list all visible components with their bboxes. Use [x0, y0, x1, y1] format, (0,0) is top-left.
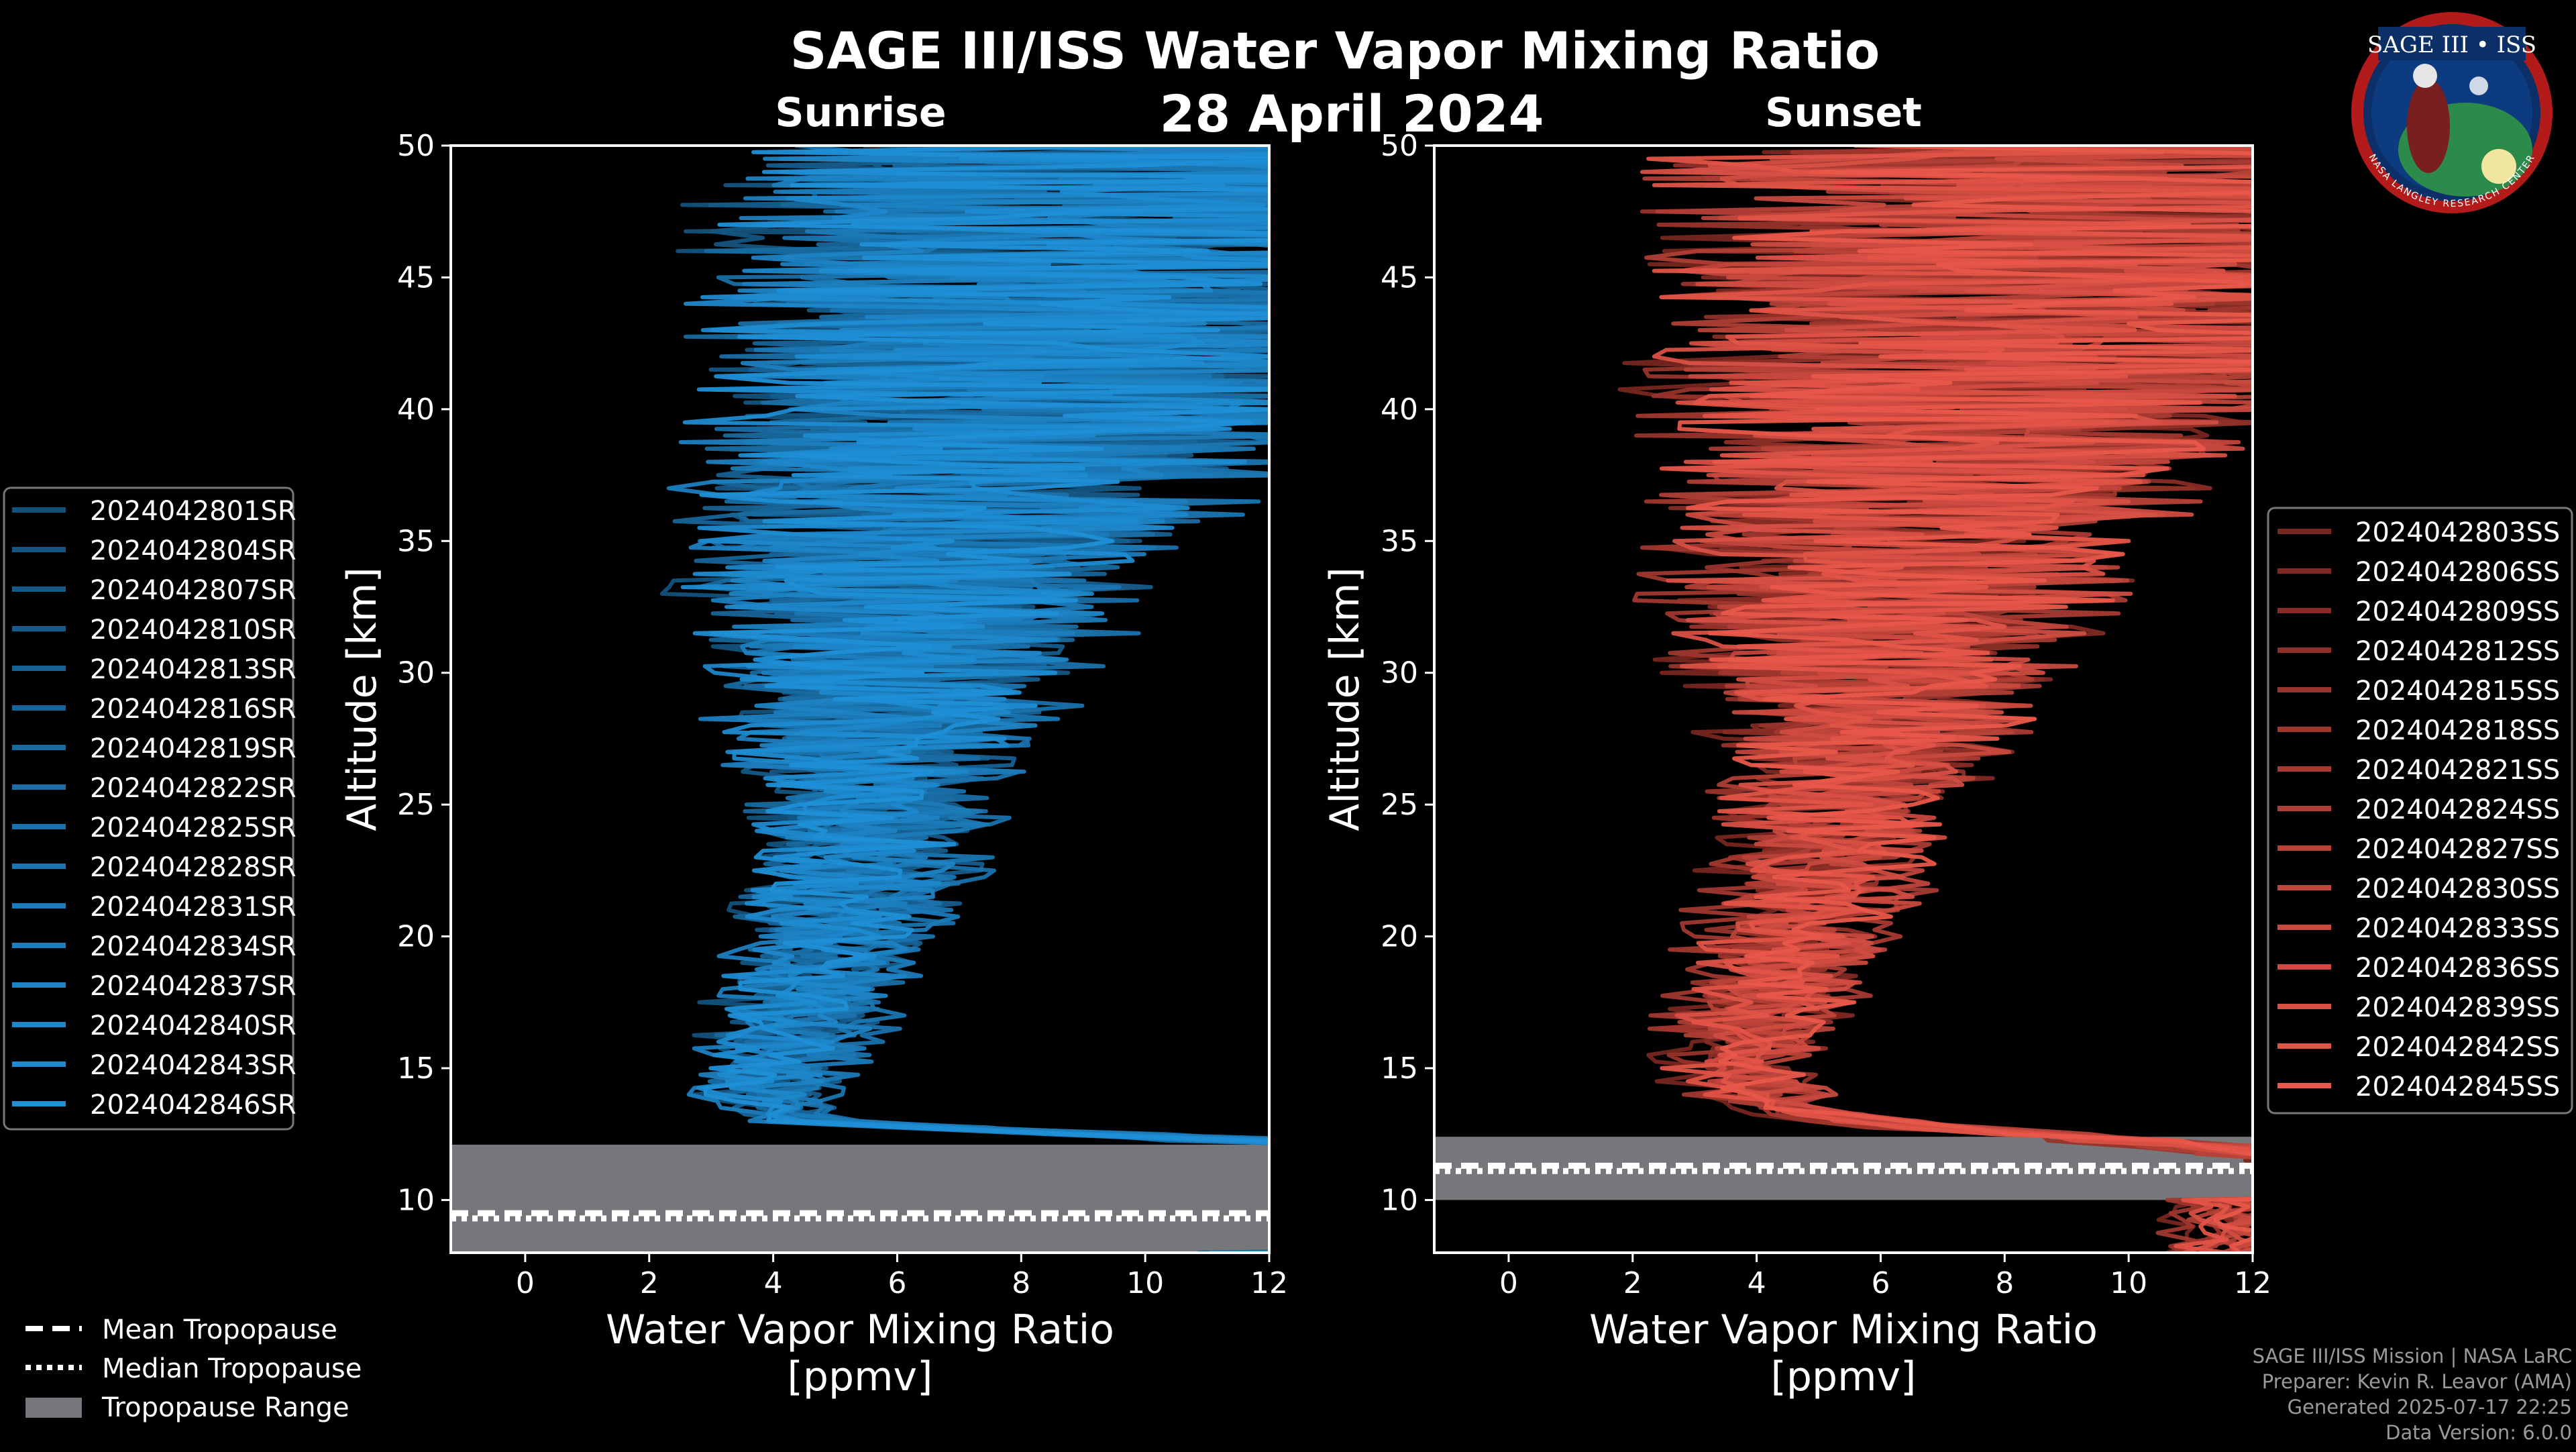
- sunset-ytick-label: 30: [1381, 656, 1418, 690]
- sunrise-xtick-label: 8: [1012, 1266, 1030, 1300]
- sunrise-legend-label: 2024042837SR: [90, 971, 297, 1002]
- sunset-ytick-label: 50: [1381, 129, 1418, 163]
- sunrise-ytick-label: 10: [397, 1183, 435, 1217]
- sunset-ytick-label: 35: [1381, 524, 1418, 558]
- sunset-ytick-label: 40: [1381, 393, 1418, 427]
- sunrise-xtick-label: 10: [1126, 1266, 1164, 1300]
- sunset-legend-label: 2024042818SS: [2355, 715, 2560, 746]
- sunrise-tropopause-range: [451, 1144, 1269, 1253]
- sunrise-xlabel-line2: [ppmv]: [788, 1353, 933, 1400]
- footer-version: Data Version: 6.0.0: [2385, 1421, 2572, 1444]
- sunrise-xlabel-line1: Water Vapor Mixing Ratio: [606, 1306, 1114, 1353]
- sunset-legend-label: 2024042845SS: [2355, 1072, 2560, 1102]
- tropopause-legend-label: Median Tropopause: [102, 1353, 362, 1384]
- sunset-ytick-label: 15: [1381, 1051, 1418, 1086]
- sunset-legend-label: 2024042827SS: [2355, 834, 2560, 865]
- sunset-xtick-label: 10: [2110, 1266, 2147, 1300]
- sunrise-ytick-label: 30: [397, 656, 435, 690]
- sunrise-legend-label: 2024042828SR: [90, 852, 297, 883]
- sunset-subtitle: Sunset: [1765, 89, 1922, 136]
- sunrise-ylabel: Altitude [km]: [339, 567, 386, 831]
- tropopause-legend-label: Mean Tropopause: [102, 1314, 337, 1345]
- sunset-ytick-label: 45: [1381, 260, 1418, 295]
- sunrise-legend-label: 2024042840SR: [90, 1010, 297, 1041]
- logo-text: SAGE III • ISS: [2367, 32, 2536, 58]
- sunset-legend-label: 2024042821SS: [2355, 755, 2560, 786]
- sunset-legend-label: 2024042803SS: [2355, 517, 2560, 548]
- sunset-panel: 0 2 4 6 8 10 12 10 15 20 25 30 35 40 45 50 Altitude [km…: [1322, 129, 2271, 1400]
- sunset-profile-2024042845SS: [1677, 146, 2253, 1253]
- sunset-ytick-label: 25: [1381, 788, 1418, 822]
- sunset-legend-label: 2024042836SS: [2355, 953, 2560, 984]
- sunrise-legend: 2024042801SR 2024042804SR 2024042807SR 2024…: [3, 486, 297, 1131]
- sunset-legend-label: 2024042830SS: [2355, 874, 2560, 904]
- sunrise-legend-label: 2024042813SR: [90, 654, 297, 685]
- sunset-legend-label: 2024042842SS: [2355, 1032, 2560, 1063]
- sunrise-legend-label: 2024042810SR: [90, 615, 297, 645]
- sunrise-xtick-label: 0: [516, 1266, 535, 1300]
- sunset-xtick-label: 2: [1623, 1266, 1642, 1300]
- sunset-ytick-label: 20: [1381, 920, 1418, 954]
- sunrise-ytick-label: 35: [397, 524, 435, 558]
- sunrise-ytick-label: 25: [397, 788, 435, 822]
- sunrise-legend-label: 2024042819SR: [90, 733, 297, 764]
- sunrise-xtick-label: 6: [888, 1266, 906, 1300]
- sage-iii-iss-logo: SAGE III • ISS NASA LANGLEY RESEARCH CEN…: [2351, 12, 2553, 213]
- sunrise-profile-2024042846SR: [699, 146, 1269, 1253]
- sunset-xtick-label: 8: [1995, 1266, 2014, 1300]
- sunset-xtick-label: 4: [1748, 1266, 1766, 1300]
- sunset-ylabel: Altitude [km]: [1322, 567, 1368, 831]
- sunset-xtick-label: 12: [2234, 1266, 2271, 1300]
- sunrise-ytick-label: 20: [397, 920, 435, 954]
- sunset-xlabel-line1: Water Vapor Mixing Ratio: [1589, 1306, 2098, 1353]
- footer-generated: Generated 2025-07-17 22:25: [2287, 1396, 2572, 1418]
- legend-range-swatch: [25, 1398, 82, 1418]
- sunset-legend-label: 2024042839SS: [2355, 992, 2560, 1023]
- sunrise-axes-frame: [449, 144, 1271, 1254]
- sunset-legend-label: 2024042833SS: [2355, 913, 2560, 944]
- sunrise-legend-label: 2024042801SR: [90, 496, 297, 527]
- footer-credits: SAGE III/ISS Mission | NASA LaRC Prepare…: [2253, 1343, 2572, 1445]
- figure-date: 28 April 2024: [1159, 84, 1544, 144]
- sunrise-ytick-label: 45: [397, 260, 435, 295]
- sunrise-legend-label: 2024042822SR: [90, 773, 297, 804]
- sunset-xtick-label: 6: [1871, 1266, 1890, 1300]
- sunrise-ytick-label: 15: [397, 1051, 435, 1086]
- sunset-legend: 2024042803SS 2024042806SS 2024042809SS 2024…: [2267, 507, 2573, 1114]
- sunset-xtick-label: 0: [1499, 1266, 1518, 1300]
- sunrise-legend-label: 2024042825SR: [90, 813, 297, 843]
- sunrise-xtick-label: 12: [1250, 1266, 1288, 1300]
- footer-preparer: Preparer: Kevin R. Leavor (AMA): [2261, 1370, 2572, 1393]
- sunset-axes-frame: [1433, 144, 2254, 1254]
- sunrise-legend-label: 2024042831SR: [90, 892, 297, 923]
- sunset-legend-label: 2024042809SS: [2355, 597, 2560, 627]
- sunrise-legend-label: 2024042843SR: [90, 1050, 297, 1081]
- sunset-xlabel-line2: [ppmv]: [1771, 1353, 1917, 1400]
- sunrise-legend-label: 2024042804SR: [90, 535, 297, 566]
- sunrise-legend-label: 2024042846SR: [90, 1090, 297, 1121]
- tropopause-legend-label: Tropopause Range: [101, 1392, 350, 1423]
- sunrise-ytick-label: 40: [397, 393, 435, 427]
- sunset-ytick-label: 10: [1381, 1183, 1418, 1217]
- sunrise-legend-label: 2024042834SR: [90, 931, 297, 962]
- sunrise-legend-label: 2024042807SR: [90, 575, 297, 606]
- sunrise-panel: 0 2 4 6 8 10 12 10 15 20 25 30 35 40 45 50 Altitude [km…: [339, 129, 1288, 1400]
- sunrise-xtick-label: 2: [640, 1266, 659, 1300]
- sunrise-subtitle: Sunrise: [775, 89, 946, 136]
- sunrise-profile-2024042840SR: [684, 146, 1269, 1253]
- footer-mission: SAGE III/ISS Mission | NASA LaRC: [2252, 1345, 2572, 1367]
- sunrise-legend-label: 2024042816SR: [90, 694, 297, 725]
- sunrise-xtick-label: 4: [764, 1266, 783, 1300]
- sunset-legend-label: 2024042815SS: [2355, 676, 2560, 707]
- tropopause-legend: Mean Tropopause Median Tropopause Tropopau…: [25, 1314, 362, 1423]
- sunset-legend-label: 2024042812SS: [2355, 636, 2560, 667]
- sunset-legend-label: 2024042824SS: [2355, 794, 2560, 825]
- figure-title: SAGE III/ISS Water Vapor Mixing Ratio: [790, 21, 1880, 81]
- sunset-legend-label: 2024042806SS: [2355, 557, 2560, 588]
- sunrise-ytick-label: 50: [397, 129, 435, 163]
